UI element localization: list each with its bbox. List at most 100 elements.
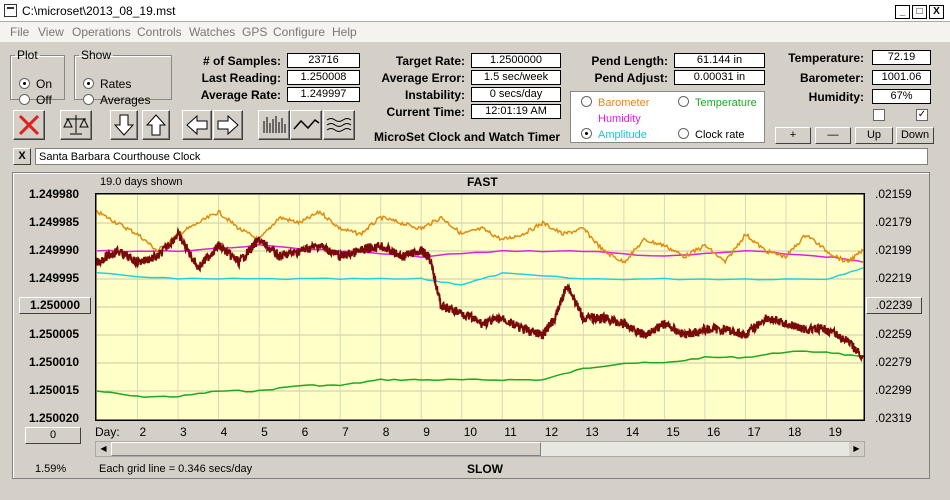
legend-clock-rate[interactable]: Clock rate (678, 128, 745, 141)
x-tick-label: 19 (828, 425, 842, 439)
series-clock-rate (96, 226, 864, 363)
histogram-icon (263, 116, 286, 133)
legend-temperature[interactable]: Temperature (678, 96, 757, 109)
target-rate-value: 1.2500000 (471, 53, 561, 68)
y-tick-label: 1.250020 (29, 411, 80, 425)
menu-operations[interactable]: Operations (72, 25, 131, 39)
average-rate-label: Average Rate: (200, 88, 281, 102)
last-reading-value: 1.250008 (287, 70, 360, 85)
fast-label: FAST (467, 175, 498, 189)
right-tick-label: .02259 (875, 327, 912, 341)
maximize-button[interactable]: □ (912, 5, 927, 19)
title-bar: C:\microset\2013_08_19.mst _ □ X (0, 0, 950, 22)
menu-controls[interactable]: Controls (137, 25, 182, 39)
up-button[interactable]: Up (855, 127, 893, 144)
balance-button[interactable] (60, 110, 92, 140)
close-button[interactable]: X (929, 5, 944, 19)
clear-name-button[interactable]: X (13, 148, 31, 165)
show-rates-radio[interactable]: Rates (83, 77, 131, 91)
smooth-graph-button[interactable] (323, 110, 355, 140)
chart-panel: 19.0 days shown FAST SLOW Each grid line… (12, 172, 930, 479)
arrow-down-icon (113, 114, 135, 136)
app-icon (4, 4, 17, 17)
scroll-left-button[interactable] (182, 110, 212, 140)
menu-gps[interactable]: GPS (242, 25, 268, 39)
center-rate-button[interactable]: 1.250000 (19, 297, 91, 314)
temperature-label: Temperature: (788, 51, 864, 65)
x-tick-label: 12 (544, 425, 559, 439)
day-axis-label: Day: (95, 425, 120, 439)
average-rate-value: 1.249997 (287, 87, 360, 102)
menu-file[interactable]: File (10, 25, 30, 39)
red-x-icon (18, 114, 40, 136)
scroll-left-arrow-icon[interactable]: ◀ (96, 442, 111, 456)
line-graph-button[interactable] (290, 110, 322, 140)
menu-view[interactable]: View (38, 25, 64, 39)
plot-off-radio[interactable]: Off (19, 93, 52, 107)
series-temperature (96, 350, 864, 398)
option-checkbox-1[interactable] (873, 109, 885, 121)
shift-down-button[interactable] (110, 110, 138, 140)
x-tick-label: 16 (706, 425, 721, 439)
current-time-value: 12:01:19 AM (471, 104, 561, 119)
scroll-right-arrow-icon[interactable]: ▶ (849, 442, 864, 456)
y-tick-label: 1.249980 (29, 187, 80, 201)
menu-configure[interactable]: Configure (273, 25, 326, 39)
day-offset-button[interactable]: 0 (25, 427, 81, 444)
last-reading-label: Last Reading: (201, 71, 281, 85)
x-tick-label: 10 (463, 425, 478, 439)
scrollbar-thumb[interactable] (111, 442, 541, 456)
legend-barometer[interactable]: Barometer (581, 96, 649, 109)
days-shown-label: 19.0 days shown (100, 176, 183, 188)
right-center-button[interactable]: .02239 (866, 297, 922, 314)
y-tick-label: 1.249990 (29, 243, 80, 257)
plot-off-label: Off (36, 93, 52, 107)
radio-icon (678, 96, 689, 107)
stop-button[interactable] (13, 110, 45, 140)
x-tick-label: 4 (220, 425, 228, 439)
series-barometer (96, 209, 864, 265)
right-tick-label: .02219 (875, 271, 912, 285)
shift-up-button[interactable] (142, 110, 170, 140)
humidity-label: Humidity: (808, 90, 864, 104)
temperature-value: 72.19 (872, 50, 931, 65)
show-averages-radio[interactable]: Averages (83, 93, 150, 107)
scroll-right-button[interactable] (213, 110, 243, 140)
slow-label: SLOW (467, 462, 503, 476)
samples-label: # of Samples: (202, 54, 281, 68)
menu-help[interactable]: Help (332, 25, 357, 39)
instability-value: 0 secs/day (471, 87, 561, 102)
plot-legend: Plot (17, 48, 38, 62)
rate-chart (95, 193, 865, 421)
plot-on-radio[interactable]: On (19, 77, 52, 91)
x-tick-label: 9 (423, 425, 430, 439)
y-tick-label: 1.249985 (29, 215, 80, 229)
samples-value: 23716 (287, 53, 360, 68)
right-tick-label: .02299 (875, 383, 912, 397)
series-amplitude (96, 267, 864, 286)
x-tick-label: 6 (301, 425, 309, 439)
right-tick-label: .02179 (875, 215, 912, 229)
y-tick-label: 1.249995 (29, 271, 80, 285)
legend-clock-rate-label: Clock rate (695, 129, 745, 141)
plot-on-label: On (36, 77, 53, 91)
pend-adjust-value[interactable]: 0.00031 in (674, 70, 765, 85)
minimize-button[interactable]: _ (895, 5, 910, 19)
clock-name-input[interactable]: Santa Barbara Courthouse Clock (35, 148, 928, 165)
legend-amplitude-label: Amplitude (598, 129, 647, 141)
menu-watches[interactable]: Watches (189, 25, 236, 39)
target-rate-label: Target Rate: (395, 54, 465, 68)
legend-humidity-label: Humidity (598, 113, 641, 125)
legend-amplitude[interactable]: Amplitude (581, 128, 647, 141)
minus-button[interactable]: — (815, 127, 851, 144)
legend-humidity[interactable]: Humidity (581, 112, 641, 125)
barometer-value: 1001.06 (872, 70, 931, 85)
down-button[interactable]: Down (896, 127, 934, 144)
option-checkbox-2[interactable]: ✓ (916, 109, 928, 121)
plus-button[interactable]: + (775, 127, 811, 144)
bar-graph-button[interactable] (258, 110, 290, 140)
average-error-value: 1.5 sec/week (471, 70, 561, 85)
app-caption: MicroSet Clock and Watch Timer (374, 130, 561, 144)
chart-scrollbar[interactable]: ◀ ▶ (95, 441, 865, 457)
x-tick-label: 2 (139, 425, 147, 439)
